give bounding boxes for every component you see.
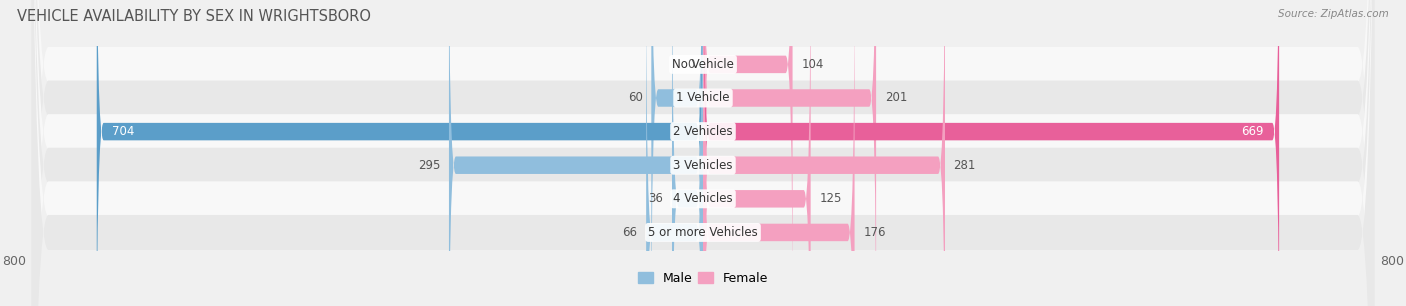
Text: VEHICLE AVAILABILITY BY SEX IN WRIGHTSBORO: VEHICLE AVAILABILITY BY SEX IN WRIGHTSBO… bbox=[17, 9, 371, 24]
Legend: Male, Female: Male, Female bbox=[633, 267, 773, 290]
Text: 295: 295 bbox=[418, 159, 440, 172]
Text: 3 Vehicles: 3 Vehicles bbox=[673, 159, 733, 172]
FancyBboxPatch shape bbox=[703, 0, 1279, 306]
FancyBboxPatch shape bbox=[31, 0, 1375, 306]
FancyBboxPatch shape bbox=[31, 0, 1375, 306]
Text: 281: 281 bbox=[953, 159, 976, 172]
Text: 201: 201 bbox=[884, 91, 907, 104]
FancyBboxPatch shape bbox=[31, 0, 1375, 306]
Text: 5 or more Vehicles: 5 or more Vehicles bbox=[648, 226, 758, 239]
FancyBboxPatch shape bbox=[647, 0, 703, 306]
FancyBboxPatch shape bbox=[651, 0, 703, 306]
FancyBboxPatch shape bbox=[703, 0, 855, 306]
Text: 60: 60 bbox=[628, 91, 643, 104]
Text: 176: 176 bbox=[863, 226, 886, 239]
FancyBboxPatch shape bbox=[703, 0, 945, 306]
Text: 704: 704 bbox=[112, 125, 135, 138]
Text: 0: 0 bbox=[688, 58, 695, 71]
FancyBboxPatch shape bbox=[449, 0, 703, 306]
Text: 2 Vehicles: 2 Vehicles bbox=[673, 125, 733, 138]
FancyBboxPatch shape bbox=[672, 0, 703, 306]
Text: 1 Vehicle: 1 Vehicle bbox=[676, 91, 730, 104]
Text: 104: 104 bbox=[801, 58, 824, 71]
FancyBboxPatch shape bbox=[97, 0, 703, 306]
FancyBboxPatch shape bbox=[703, 0, 876, 306]
Text: 36: 36 bbox=[648, 192, 664, 205]
FancyBboxPatch shape bbox=[31, 0, 1375, 306]
FancyBboxPatch shape bbox=[703, 0, 793, 306]
Text: Source: ZipAtlas.com: Source: ZipAtlas.com bbox=[1278, 9, 1389, 19]
Text: No Vehicle: No Vehicle bbox=[672, 58, 734, 71]
FancyBboxPatch shape bbox=[703, 0, 811, 306]
Text: 4 Vehicles: 4 Vehicles bbox=[673, 192, 733, 205]
Text: 66: 66 bbox=[623, 226, 637, 239]
FancyBboxPatch shape bbox=[31, 0, 1375, 306]
Text: 669: 669 bbox=[1241, 125, 1264, 138]
FancyBboxPatch shape bbox=[31, 0, 1375, 306]
Text: 125: 125 bbox=[820, 192, 842, 205]
